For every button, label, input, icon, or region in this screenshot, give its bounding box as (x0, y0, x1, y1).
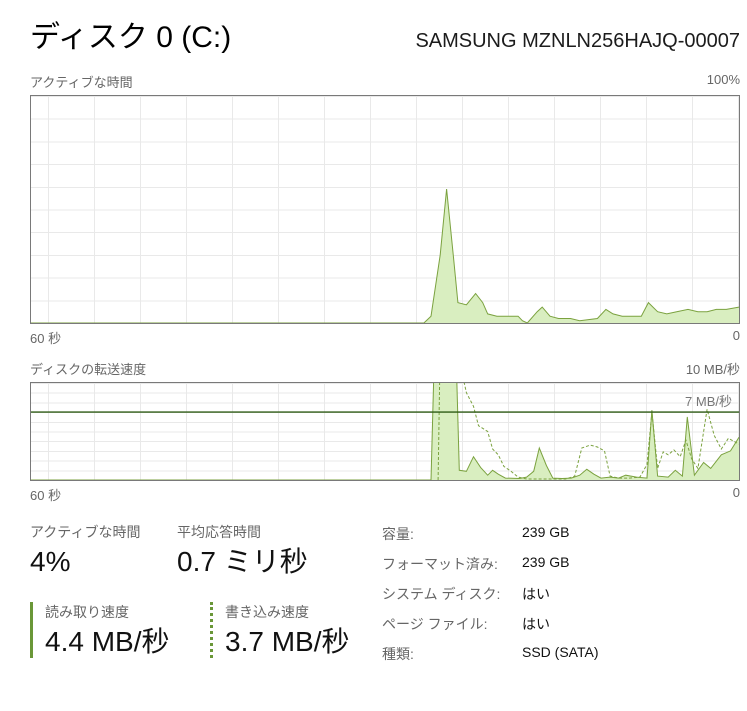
info-label: 容量: (382, 526, 414, 542)
transfer-rate-chart[interactable]: 7 MB/秒 (30, 382, 740, 481)
info-value: 239 GB (522, 554, 570, 570)
transfer-rate-chart-header: ディスクの転送速度 10 MB/秒 (30, 359, 740, 378)
info-value: SSD (SATA) (522, 644, 599, 660)
transfer-rate-chart-axis: 60 秒 0 (30, 485, 740, 504)
axis-right-label: 0 (732, 328, 740, 343)
stats-top-row: アクティブな時間 4% 平均応答時間 0.7 ミリ秒 (30, 522, 382, 578)
axis-right-label: 0 (732, 485, 740, 500)
active-time-stat: アクティブな時間 4% (30, 522, 177, 578)
axis-left-label: 60 秒 (30, 488, 62, 503)
header: ディスク 0 (C:) SAMSUNG MZNLN256HAJQ-00007 (30, 20, 740, 56)
write-speed-label: 書き込み速度 (225, 604, 309, 621)
info-value: はい (522, 586, 550, 602)
active-time-stat-label: アクティブな時間 (30, 524, 141, 540)
active-time-chart-svg (31, 189, 739, 323)
avg-response-stat-value: 0.7 ミリ秒 (177, 546, 308, 577)
transfer-rate-chart-svg (31, 383, 739, 480)
read-speed-value: 4.4 MB/秒 (45, 626, 170, 658)
info-row-formatted: フォーマット済み: 239 GB (382, 554, 599, 574)
active-time-chart-axis: 60 秒 0 (30, 328, 740, 347)
avg-response-stat: 平均応答時間 0.7 ミリ秒 (177, 522, 308, 578)
transfer-rate-scale-max: 10 MB/秒 (685, 362, 740, 377)
avg-response-stat-label: 平均応答時間 (177, 524, 261, 540)
transfer-rate-chart-label: ディスクの転送速度 (30, 362, 147, 377)
transfer-rate-marker-label: 7 MB/秒 (685, 394, 732, 409)
page-title: ディスク 0 (C:) (30, 21, 232, 54)
stats-left-column: アクティブな時間 4% 平均応答時間 0.7 ミリ秒 読み取り速度 4.4 MB… (30, 522, 382, 674)
info-row-system-disk: システム ディスク: はい (382, 584, 599, 604)
info-label: ページ ファイル: (382, 616, 488, 632)
disk-info-column: 容量: 239 GB フォーマット済み: 239 GB システム ディスク: は… (382, 522, 599, 674)
stats-section: アクティブな時間 4% 平均応答時間 0.7 ミリ秒 読み取り速度 4.4 MB… (30, 522, 740, 674)
info-label: 種類: (382, 646, 414, 662)
axis-left-label: 60 秒 (30, 331, 62, 346)
info-label: フォーマット済み: (382, 556, 498, 572)
write-speed-stat: 書き込み速度 3.7 MB/秒 (210, 602, 350, 659)
info-row-page-file: ページ ファイル: はい (382, 614, 599, 634)
write-speed-value: 3.7 MB/秒 (225, 626, 350, 658)
disk-performance-panel: ディスク 0 (C:) SAMSUNG MZNLN256HAJQ-00007 ア… (30, 20, 740, 674)
active-time-stat-value: 4% (30, 546, 71, 577)
info-value: 239 GB (522, 524, 570, 540)
active-time-chart-header: アクティブな時間 100% (30, 72, 740, 91)
active-time-scale-max: 100% (706, 72, 740, 87)
read-speed-label: 読み取り速度 (45, 604, 129, 621)
read-speed-stat: 読み取り速度 4.4 MB/秒 (30, 602, 210, 659)
speed-row: 読み取り速度 4.4 MB/秒 書き込み速度 3.7 MB/秒 (30, 602, 382, 659)
info-row-capacity: 容量: 239 GB (382, 524, 599, 544)
info-label: システム ディスク: (382, 586, 501, 602)
active-time-chart[interactable] (30, 95, 740, 324)
info-row-type: 種類: SSD (SATA) (382, 644, 599, 664)
active-time-chart-label: アクティブな時間 (30, 75, 133, 90)
device-name: SAMSUNG MZNLN256HAJQ-00007 (415, 30, 740, 52)
info-value: はい (522, 616, 550, 632)
